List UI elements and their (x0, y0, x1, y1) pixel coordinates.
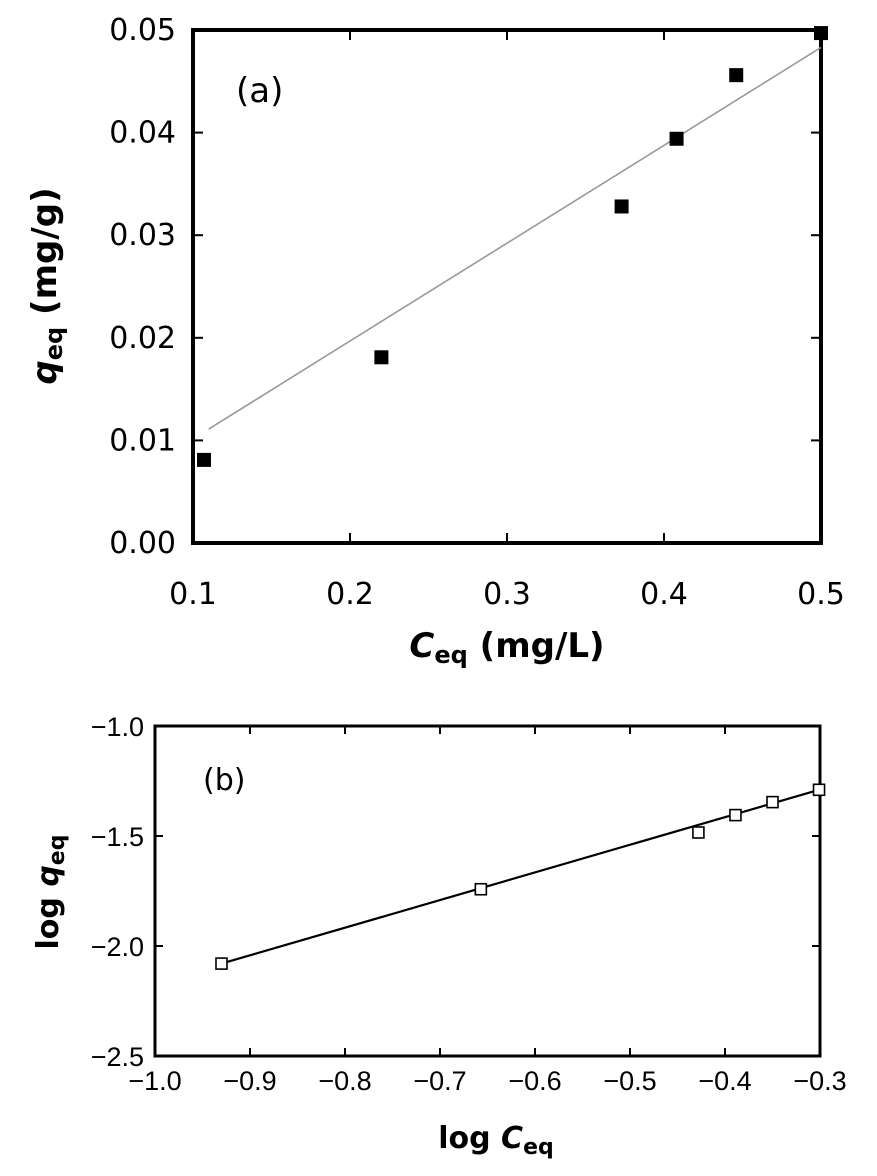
x-tick-label: 0.4 (640, 577, 688, 612)
panel-a-tick-labels: 0.1 0.2 0.3 0.4 0.5 0.00 0.01 0.02 0.03 0.04 0.05 (109, 13, 845, 612)
data-point (729, 68, 744, 83)
y-tick-label: −1.0 (91, 712, 144, 742)
panel-b-label: (b) (203, 763, 245, 798)
data-point (729, 808, 742, 822)
data-point (474, 882, 488, 896)
x-tick-label: −0.4 (698, 1066, 751, 1096)
data-point (766, 795, 779, 809)
panel-b-ticks (154, 725, 821, 1057)
panel-b-fit-line (221, 788, 820, 965)
panel-b-points (215, 783, 826, 970)
panel-b-plot-frame (153, 724, 822, 1058)
y-tick-label: 0.00 (109, 526, 176, 561)
data-point (215, 957, 228, 970)
panel-a-chart: 0.1 0.2 0.3 0.4 0.50.000.010.020.030.040.05 … (25, 13, 845, 669)
fit-line (208, 46, 822, 430)
y-tick-label: 0.05 (109, 13, 176, 48)
x-tick-label: 0.2 (326, 577, 374, 612)
x-tick-label: −0.8 (318, 1066, 371, 1096)
x-tick-label: −0.5 (603, 1066, 656, 1096)
data-point (614, 199, 629, 214)
x-tick-label: −0.7 (413, 1066, 466, 1096)
y-tick-label: 0.02 (109, 321, 176, 356)
panel-a-label: (a) (236, 71, 283, 111)
x-tick-label: −0.9 (223, 1066, 276, 1096)
y-tick-label: −2.0 (91, 932, 144, 962)
panel-b-y-axis-title: log qeq (31, 835, 70, 950)
panel-a-fit-line (208, 46, 822, 430)
panel-b-x-axis-title: log Ceq (438, 1121, 554, 1160)
panel-a-x-axis-title: Ceq (mg/L) (409, 626, 604, 669)
panel-a-points (196, 26, 828, 467)
data-point (196, 452, 211, 467)
x-tick-label: 0.3 (483, 577, 531, 612)
y-tick-label: 0.03 (109, 218, 176, 253)
data-point (374, 350, 389, 365)
panel-b-chart: −1.0 −0.9 −0.8 −0.7 −0.6 −0.5 −0.4 −0.3 −2.5 −2.0… (31, 712, 847, 1160)
x-tick-label: −0.6 (508, 1066, 561, 1096)
x-tick-label: 0.5 (797, 577, 845, 612)
x-tick-label: 0.1 (169, 577, 217, 612)
panel-a-y-axis-title: qeq (mg/g) (25, 187, 68, 384)
y-tick-label: 0.04 (109, 116, 176, 151)
panel-b-tick-labels: −1.0 −0.9 −0.8 −0.7 −0.6 −0.5 −0.4 −0.3 −2.5 −2.0… (91, 712, 847, 1096)
data-point (812, 783, 826, 797)
y-tick-label: −2.5 (91, 1042, 144, 1072)
data-point (814, 26, 828, 41)
x-tick-label: −1.0 (128, 1066, 181, 1096)
fit-line (221, 788, 820, 965)
data-point (692, 826, 705, 839)
y-tick-label: 0.01 (109, 423, 176, 458)
data-point (669, 131, 684, 146)
y-tick-label: −1.5 (91, 822, 144, 852)
x-tick-label: −0.3 (793, 1066, 846, 1096)
